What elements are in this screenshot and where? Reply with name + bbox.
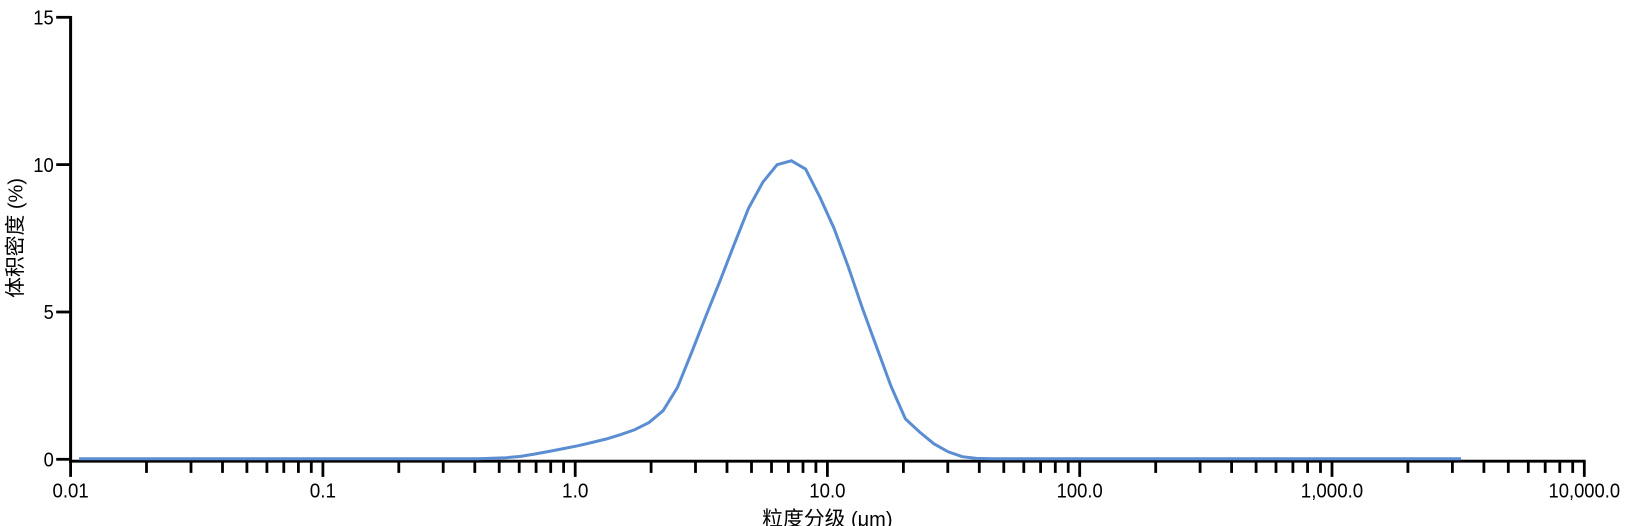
svg-text:5: 5 [44,302,54,324]
svg-text:1.0: 1.0 [562,481,588,503]
svg-text:1,000.0: 1,000.0 [1301,481,1363,503]
svg-text:0.01: 0.01 [53,481,89,503]
svg-text:100.0: 100.0 [1057,481,1103,503]
svg-text:15: 15 [33,8,54,30]
svg-text:(μm): (μm) [851,509,893,526]
svg-text:10: 10 [33,155,54,177]
svg-text:0: 0 [44,450,54,472]
svg-text:10.0: 10.0 [809,481,845,503]
svg-text:(%): (%) [5,178,27,209]
svg-text:10,000.0: 10,000.0 [1549,481,1621,503]
svg-text:0.1: 0.1 [310,481,336,503]
